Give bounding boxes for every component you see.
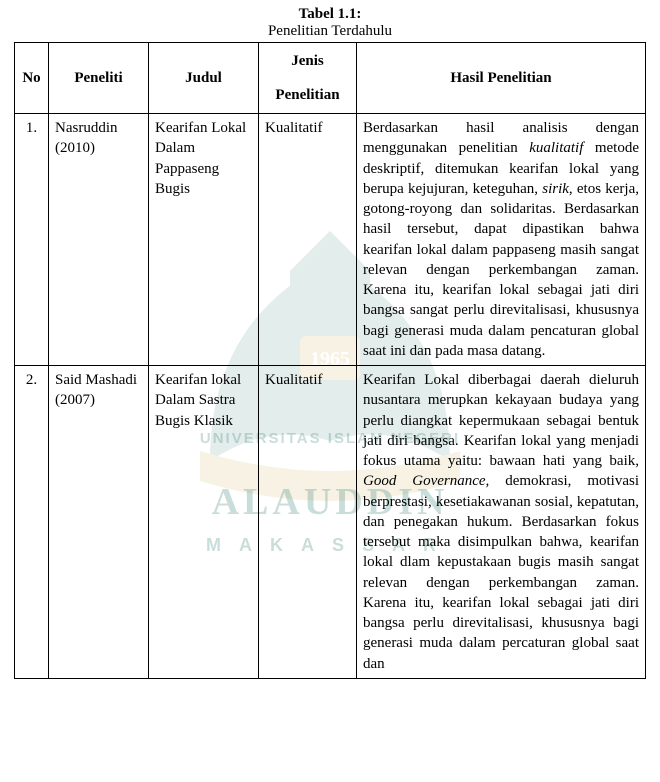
cell-hasil: Kearifan Lokal diberbagai daerah dieluru… (357, 366, 646, 679)
research-table: No Peneliti Judul Jenis Penelitian Hasil… (14, 42, 646, 679)
cell-hasil-text: Berdasarkan hasil analisis dengan menggu… (363, 118, 639, 361)
col-jenis-line2: Penelitian (265, 83, 350, 107)
col-peneliti: Peneliti (49, 43, 149, 114)
col-no: No (15, 43, 49, 114)
col-hasil: Hasil Penelitian (357, 43, 646, 114)
table-caption-title: Tabel 1.1: (14, 6, 646, 23)
cell-peneliti: Nasruddin (2010) (49, 114, 149, 366)
page-content: Tabel 1.1: Penelitian Terdahulu No Penel… (0, 0, 660, 679)
table-row: 1. Nasruddin (2010) Kearifan Lokal Dalam… (15, 114, 646, 366)
col-judul: Judul (149, 43, 259, 114)
cell-no: 1. (15, 114, 49, 366)
table-caption-subtitle: Penelitian Terdahulu (14, 23, 646, 40)
col-jenis: Jenis Penelitian (259, 43, 357, 114)
table-row: 2. Said Mashadi (2007) Kearifan lokal Da… (15, 366, 646, 679)
cell-jenis: Kualitatif (259, 366, 357, 679)
cell-peneliti: Said Mashadi (2007) (49, 366, 149, 679)
cell-hasil: Berdasarkan hasil analisis dengan menggu… (357, 114, 646, 366)
table-header-row: No Peneliti Judul Jenis Penelitian Hasil… (15, 43, 646, 114)
cell-jenis: Kualitatif (259, 114, 357, 366)
cell-no: 2. (15, 366, 49, 679)
cell-judul: Kearifan lokal Dalam Sastra Bugis Klasik (149, 366, 259, 679)
cell-hasil-text: Kearifan Lokal diberbagai daerah dieluru… (363, 370, 639, 674)
col-jenis-line1: Jenis (265, 49, 350, 73)
cell-judul: Kearifan Lokal Dalam Pappaseng Bugis (149, 114, 259, 366)
